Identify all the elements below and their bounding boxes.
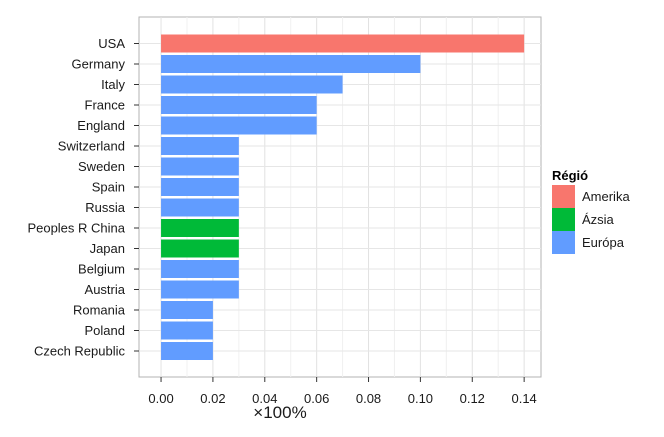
y-tick-label: Peoples R China: [27, 221, 125, 236]
bar: [161, 178, 239, 196]
y-tick-label: Italy: [101, 77, 125, 92]
x-tick-label: 0.00: [148, 391, 173, 406]
x-tick-label: 0.14: [511, 391, 536, 406]
y-tick-label: Germany: [72, 57, 126, 72]
legend-label: Európa: [582, 235, 625, 250]
bar: [161, 280, 239, 299]
y-tick-label: France: [85, 98, 125, 113]
x-axis-ticks: 0.00 0.02 0.04 0.06 0.08 0.10 0.12 0.14: [148, 377, 537, 406]
y-tick-label: Sweden: [78, 159, 125, 174]
bar: [161, 198, 239, 217]
bar: [161, 260, 239, 278]
y-tick-label: England: [77, 118, 125, 133]
y-tick-label: Poland: [85, 323, 125, 338]
y-tick-label: Japan: [90, 241, 125, 256]
x-axis-title: ×100%: [253, 403, 306, 422]
y-tick-label: Czech Republic: [34, 344, 126, 359]
x-tick-label: 0.02: [200, 391, 225, 406]
legend-title: Régió: [552, 168, 588, 183]
legend-swatch: [552, 185, 575, 208]
legend: Régió Amerika Ázsia Európa: [552, 168, 630, 254]
y-tick-label: Russia: [85, 200, 126, 215]
y-tick-label: Austria: [85, 282, 126, 297]
x-tick-label: 0.10: [408, 391, 433, 406]
bars: [161, 34, 525, 360]
bar: [161, 321, 213, 340]
bar: [161, 34, 525, 53]
bar: [161, 342, 213, 360]
bar: [161, 116, 317, 135]
bar: [161, 301, 213, 319]
bar: [161, 75, 343, 94]
bar: [161, 219, 239, 237]
y-tick-label: Belgium: [78, 262, 125, 277]
x-tick-label: 0.12: [460, 391, 485, 406]
legend-swatch: [552, 208, 575, 231]
y-tick-label: Switzerland: [58, 139, 125, 154]
y-tick-label: USA: [98, 36, 125, 51]
legend-items: Amerika Ázsia Európa: [552, 185, 630, 254]
legend-label: Ázsia: [582, 212, 615, 227]
bar: [161, 137, 239, 155]
legend-label: Amerika: [582, 189, 630, 204]
y-tick-label: Romania: [73, 303, 126, 318]
x-tick-label: 0.06: [304, 391, 329, 406]
y-axis-labels: USA Germany Italy France England Switzerland S…: [27, 36, 139, 359]
bar: [161, 55, 421, 73]
x-tick-label: 0.08: [356, 391, 381, 406]
bar: [161, 96, 317, 114]
legend-swatch: [552, 231, 575, 254]
y-tick-label: Spain: [92, 180, 125, 195]
bar: [161, 239, 239, 258]
x-tick-label: 0.04: [252, 391, 277, 406]
bar: [161, 157, 239, 176]
